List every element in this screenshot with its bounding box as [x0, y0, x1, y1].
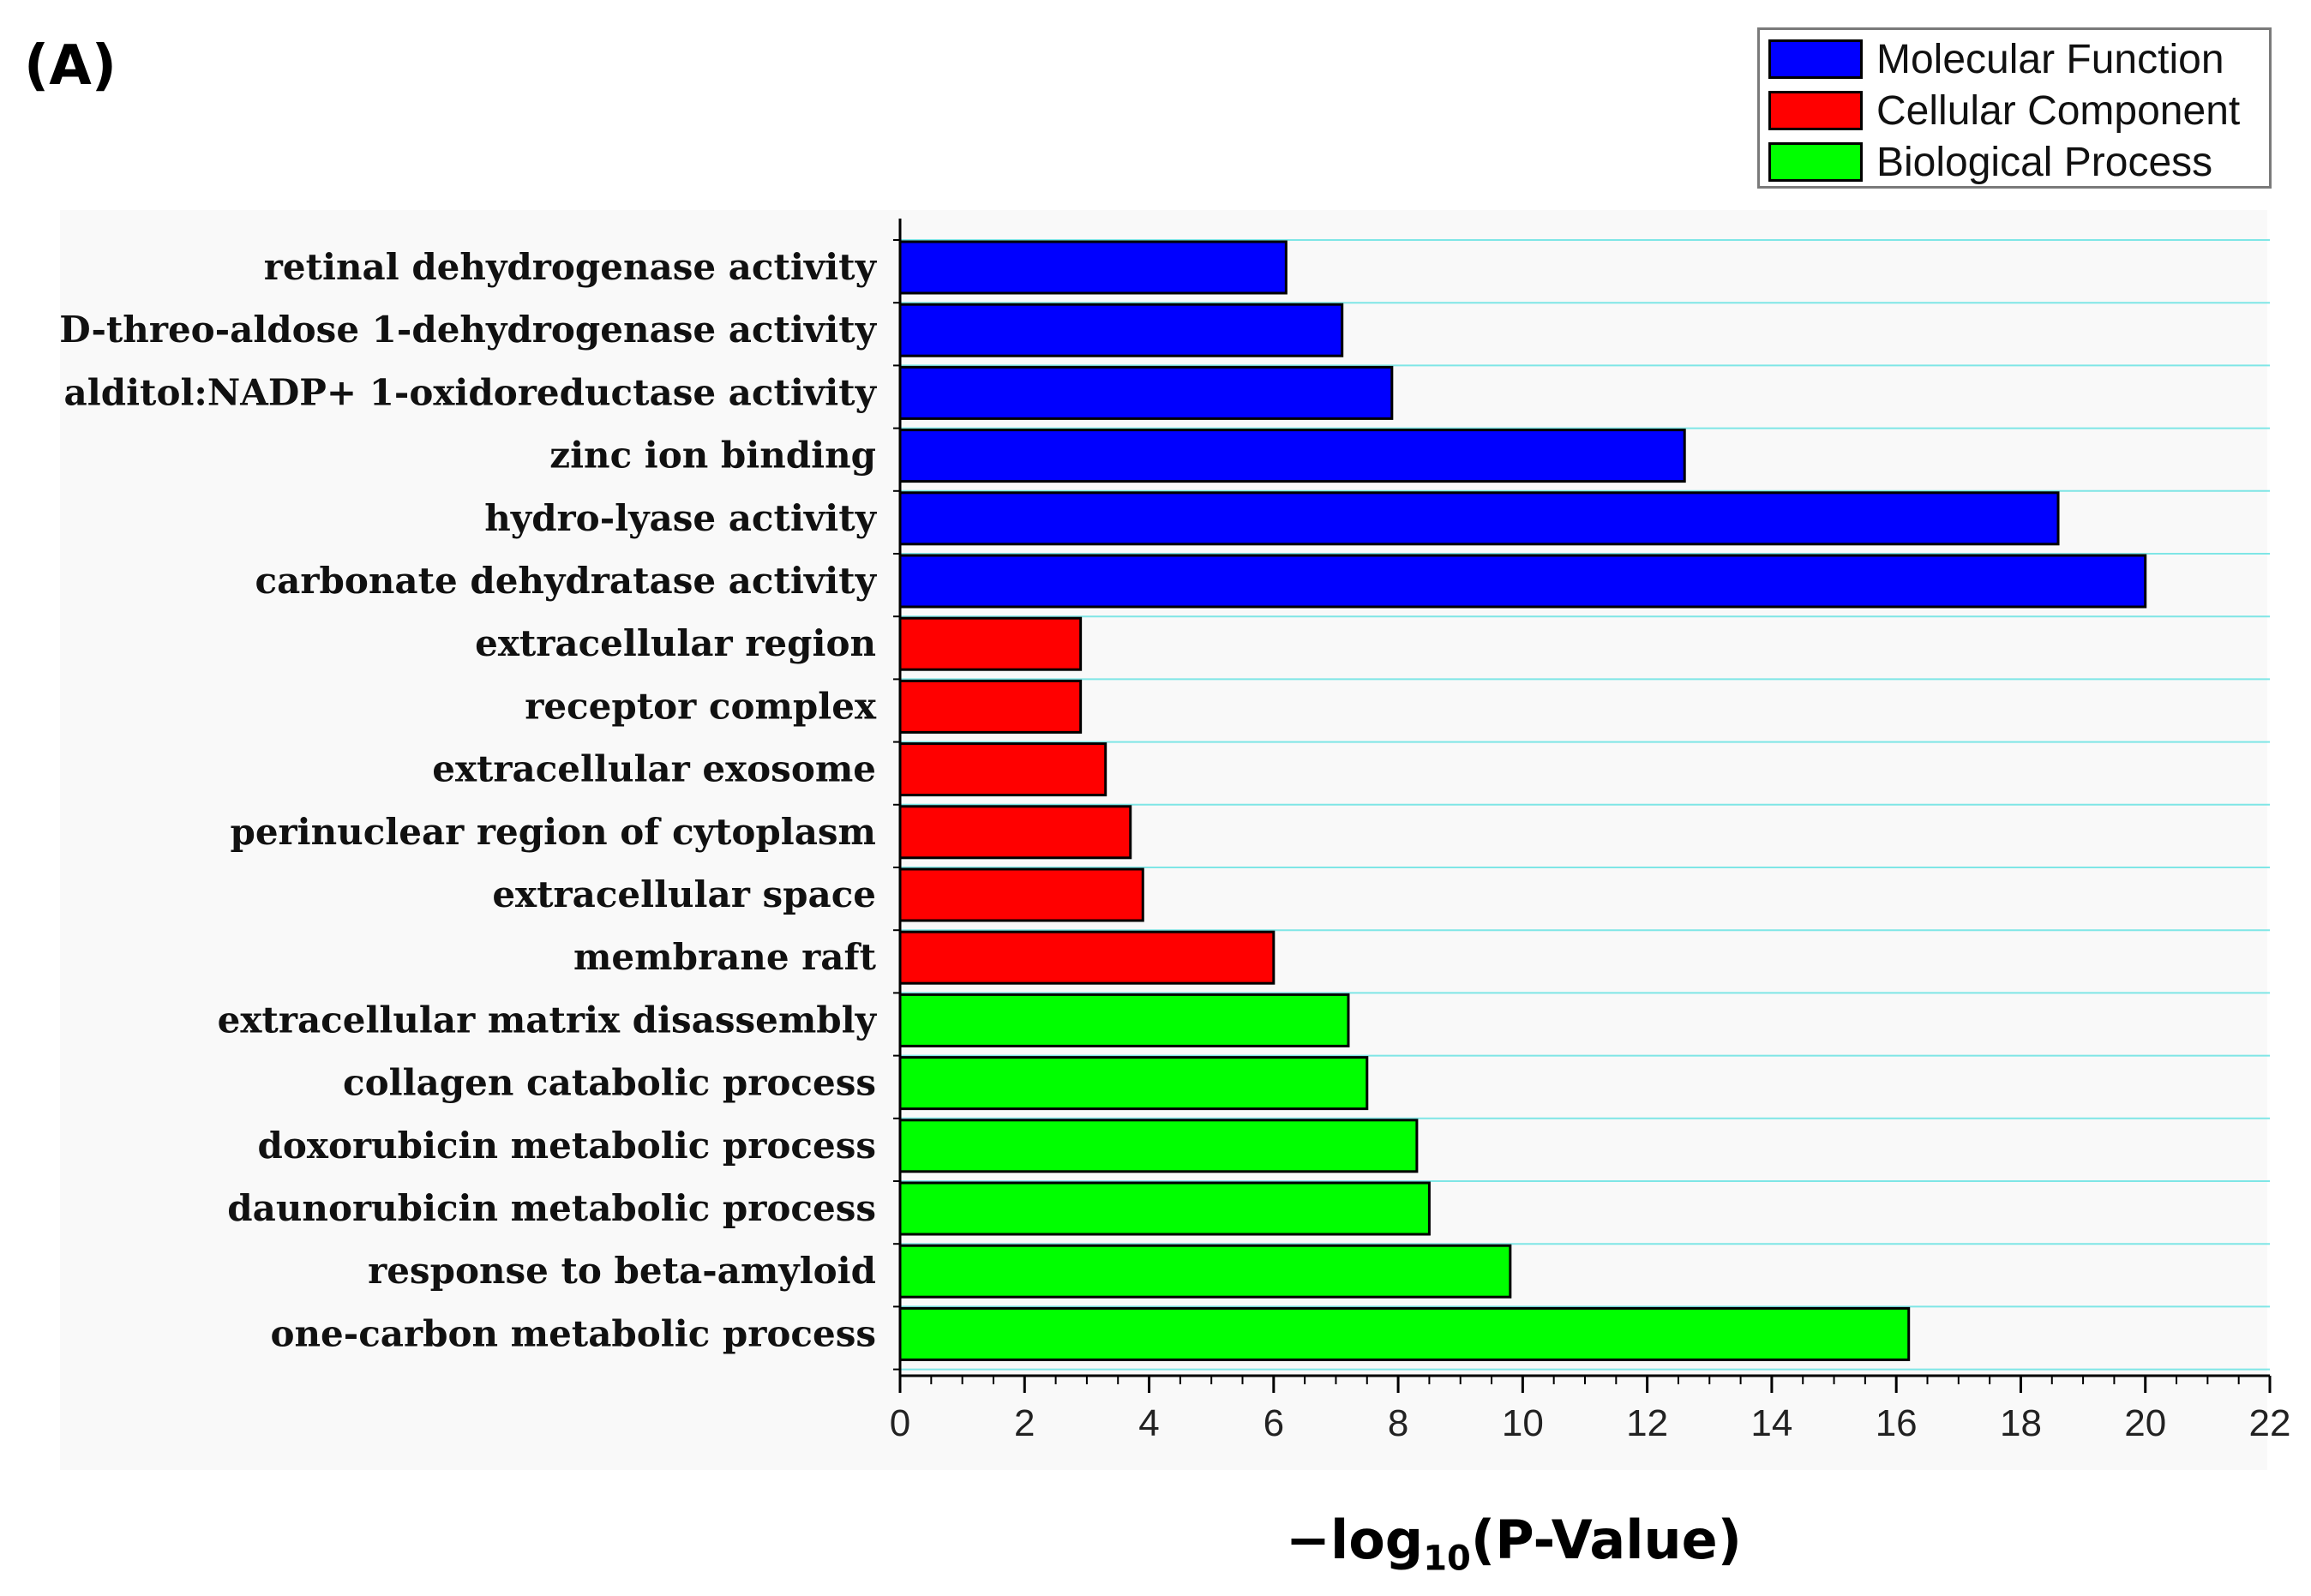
- bar: [898, 616, 1083, 671]
- legend-item-molecular-function: Molecular Function: [1768, 35, 2224, 83]
- category-label: response to beta-amyloid: [368, 1250, 876, 1292]
- x-tick-label: 12: [1626, 1402, 1668, 1444]
- category-label: alditol:NADP+ 1-oxidoreductase activity: [64, 371, 878, 413]
- legend: Molecular Function Cellular Component Bi…: [1757, 27, 2272, 189]
- x-tick-label: 18: [2000, 1402, 2042, 1444]
- bar: [898, 867, 1144, 922]
- category-labels: retinal dehydrogenase activity D-threo-al…: [59, 246, 877, 1354]
- bar: [898, 1181, 1431, 1236]
- legend-label: Molecular Function: [1876, 36, 2224, 82]
- x-tick-label: 22: [2249, 1402, 2291, 1444]
- category-label: extracellular space: [492, 873, 876, 915]
- legend-label: Cellular Component: [1876, 87, 2241, 134]
- legend-label: Biological Process: [1876, 139, 2213, 185]
- bar: [898, 303, 1344, 357]
- category-label: collagen catabolic process: [343, 1062, 876, 1104]
- category-label: carbonate dehydratase activity: [255, 560, 878, 602]
- category-label: membrane raft: [573, 936, 877, 978]
- bar: [898, 240, 1288, 295]
- category-label: perinuclear region of cytoplasm: [230, 811, 876, 853]
- bar: [898, 491, 2060, 546]
- category-label: one-carbon metabolic process: [270, 1312, 876, 1354]
- category-label: extracellular matrix disassembly: [218, 999, 878, 1041]
- category-label: D-threo-aldose 1-dehydrogenase activity: [59, 309, 877, 351]
- x-tick-label: 2: [1014, 1402, 1035, 1444]
- x-tick-label: 8: [1388, 1402, 1408, 1444]
- bar: [898, 1306, 1911, 1361]
- bar: [898, 1119, 1419, 1173]
- bar: [898, 679, 1083, 734]
- legend-swatch: [1768, 39, 1863, 79]
- category-label: daunorubicin metabolic process: [227, 1187, 876, 1229]
- x-tick-label: 0: [890, 1402, 910, 1444]
- bar: [898, 993, 1350, 1047]
- bar: [898, 554, 2147, 609]
- x-tick-label: 16: [1876, 1402, 1918, 1444]
- legend-item-cellular-component: Cellular Component: [1768, 87, 2240, 135]
- category-label: receptor complex: [525, 685, 877, 727]
- bar: [898, 930, 1276, 985]
- category-label: doxorubicin metabolic process: [258, 1125, 876, 1167]
- bar: [898, 1056, 1369, 1111]
- bar: [898, 742, 1107, 797]
- legend-swatch: [1768, 91, 1863, 130]
- category-label: extracellular exosome: [432, 748, 876, 790]
- bar: [898, 1244, 1512, 1299]
- panel-label: (A): [24, 34, 117, 98]
- category-label: extracellular region: [475, 622, 876, 664]
- x-tick-label: 14: [1750, 1402, 1792, 1444]
- category-label: zinc ion binding: [549, 435, 876, 477]
- x-tick-label: 20: [2124, 1402, 2166, 1444]
- grid-lines: [900, 239, 2270, 1371]
- axes: 0 2 4 6 8 10 12 14 16 18 20 22: [890, 219, 2291, 1444]
- category-label: retinal dehydrogenase activity: [264, 246, 878, 288]
- bar: [898, 429, 1686, 483]
- x-tick-label: 6: [1264, 1402, 1284, 1444]
- x-axis-title: −log10(P-Value): [1286, 1509, 1742, 1579]
- category-label: hydro-lyase activity: [484, 497, 877, 539]
- legend-swatch: [1768, 142, 1863, 182]
- x-tick-label: 10: [1502, 1402, 1544, 1444]
- x-tick-label: 4: [1138, 1402, 1159, 1444]
- bar: [898, 805, 1132, 860]
- bar: [898, 365, 1394, 420]
- legend-item-biological-process: Biological Process: [1768, 138, 2212, 186]
